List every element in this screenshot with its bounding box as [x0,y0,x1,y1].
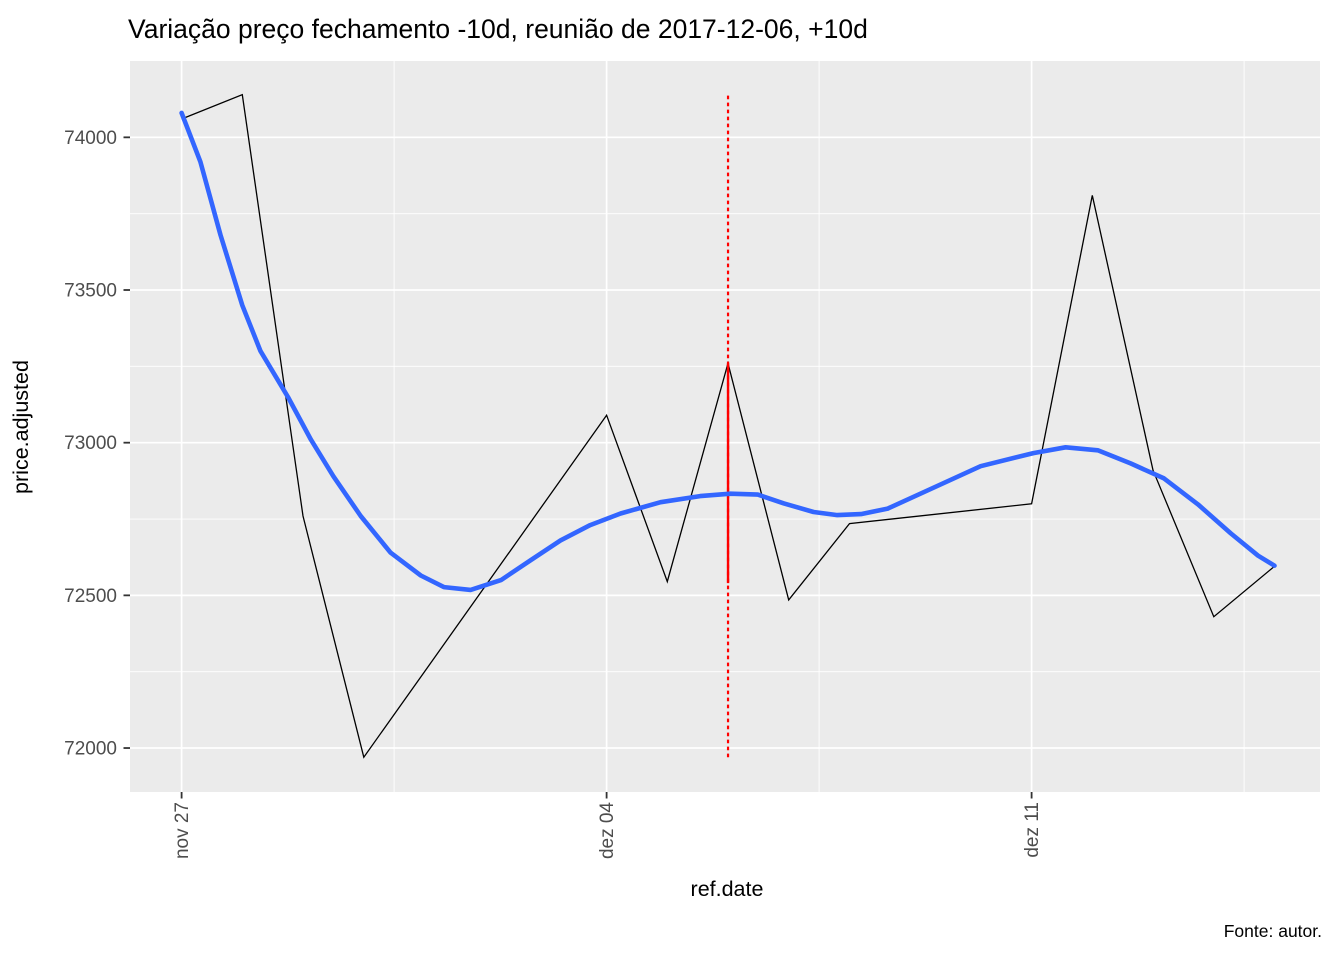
y-tick-label: 74000 [64,128,117,149]
x-tick-label: dez 11 [1022,802,1043,858]
x-tick-label: nov 27 [172,802,193,859]
y-axis-title: price.adjusted [9,360,33,494]
x-axis-title: ref.date [691,877,764,901]
smooth-line-series [179,110,1277,593]
y-tick-label: 72500 [64,586,117,607]
y-tick-label: 72000 [64,739,117,760]
axis-tick-marks [123,136,1033,799]
axis-tick-labels: 72000 72500 73000 73500 74000 nov 27 dez 04 dez… [64,128,1043,859]
plot-panel-background [130,61,1320,792]
y-tick-label: 73000 [64,433,117,454]
smooth-line [179,110,1277,593]
y-tick-label: 73500 [64,281,117,302]
x-tick-label: dez 04 [597,802,618,859]
minor-gridlines [130,61,1320,792]
source-caption: Fonte: autor. [1224,921,1322,941]
major-gridlines [130,61,1320,792]
chart-title: Variação preço fechamento -10d, reunião … [128,14,868,44]
